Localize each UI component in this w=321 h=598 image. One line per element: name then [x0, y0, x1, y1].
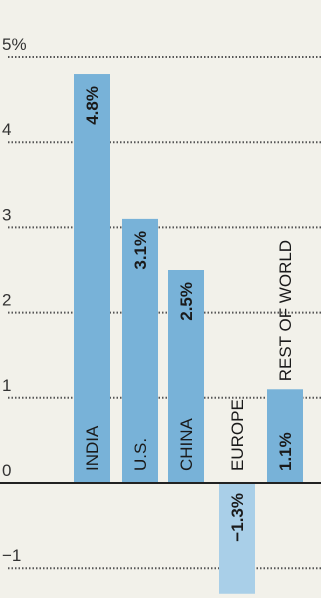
y-tick-label: 5%: [2, 35, 27, 54]
category-label: EUROPE: [228, 399, 247, 471]
y-tick-label: 4: [2, 120, 11, 139]
value-label: 3.1%: [131, 231, 150, 270]
y-tick-label: 1: [2, 376, 11, 395]
value-label: 2.5%: [177, 282, 196, 321]
category-label: REST OF WORLD: [276, 240, 295, 381]
category-label: INDIA: [83, 425, 102, 471]
bar: [267, 389, 303, 483]
value-label: 1.1%: [276, 432, 295, 471]
bar: [168, 270, 204, 483]
value-label: 4.8%: [83, 86, 102, 125]
value-label: −1.3%: [228, 493, 247, 542]
bar-labels: INDIA 4.8% U.S. 3.1% CHINA 2.5% EUROPE −1.3% RES…: [83, 86, 295, 542]
bar: [219, 483, 255, 594]
y-tick-label: 3: [2, 205, 11, 224]
y-tick-label: −1: [2, 546, 21, 565]
category-label: CHINA: [177, 417, 196, 471]
y-tick-label: 2: [2, 291, 11, 310]
bar: [122, 218, 158, 483]
y-tick-label: 0: [2, 461, 11, 480]
bar: [74, 74, 110, 483]
bars: [74, 74, 303, 594]
y-tick-labels: 5% 4 3 2 1 0 −1: [2, 35, 27, 565]
category-label: U.S.: [131, 438, 150, 471]
